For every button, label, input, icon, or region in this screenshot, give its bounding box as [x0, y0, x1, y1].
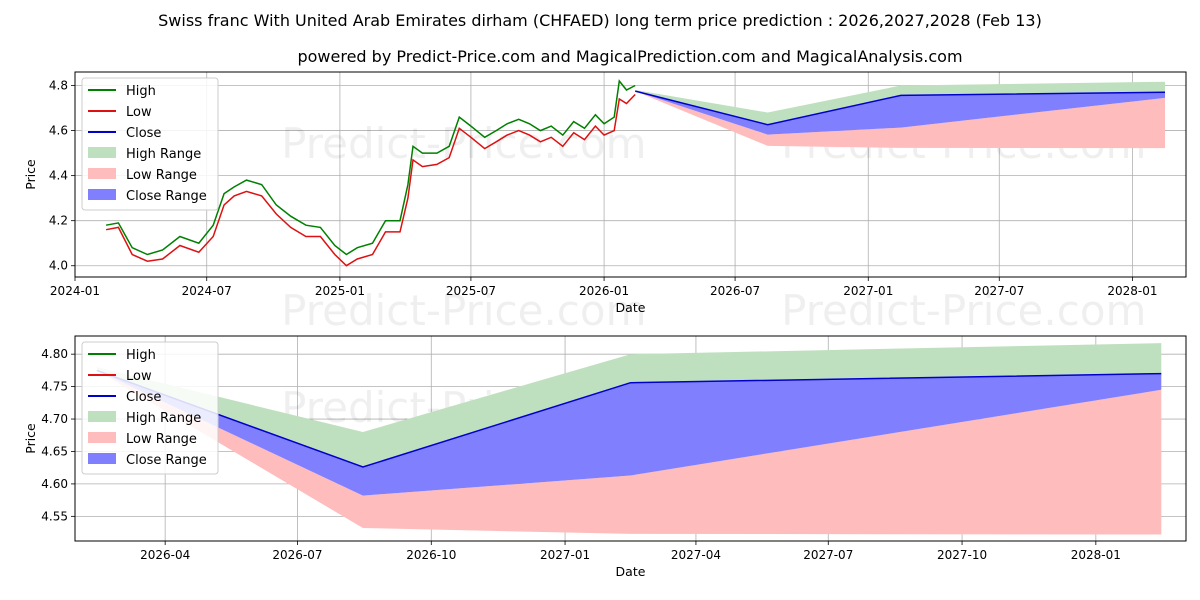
plot-frame: [74, 71, 1187, 278]
x-tick-label: 2027-01: [843, 284, 893, 298]
x-tick-label: 2026-01: [579, 284, 629, 298]
x-tick-label: 2027-07: [974, 284, 1024, 298]
legend-high-range-label: High Range: [126, 411, 201, 426]
legend-close-label: Close: [126, 390, 161, 405]
x-tick-label: 2026-04: [140, 548, 190, 562]
plot-frame: [74, 335, 1187, 542]
x-tick-label: 2026-07: [272, 548, 322, 562]
x-tick-label: 2028-01: [1071, 548, 1121, 562]
x-tick-label: 2026-07: [710, 284, 760, 298]
x-tick-label: 2024-07: [182, 284, 232, 298]
legend-low-range-swatch: [88, 168, 116, 179]
y-tick-label: 4.6: [49, 124, 68, 138]
y-tick-label: 4.55: [41, 509, 68, 523]
close-series-line: [635, 90, 1166, 126]
legend-close-range-label: Close Range: [126, 189, 207, 204]
y-tick-label: 4.0: [49, 259, 68, 273]
legend-low-range-swatch: [88, 432, 116, 443]
y-tick-label: 4.75: [41, 380, 68, 394]
legend-high-range-swatch: [88, 411, 116, 422]
high-series-line: [105, 79, 636, 256]
chart-title: Swiss franc With United Arab Emirates di…: [158, 11, 1042, 30]
close-range-area: [96, 370, 1162, 496]
y-tick-label: 4.65: [41, 444, 68, 458]
x-tick-label: 2027-07: [803, 548, 853, 562]
x-tick-label: 2027-04: [671, 548, 721, 562]
x-tick-label: 2027-01: [540, 548, 590, 562]
legend-low-label: Low: [126, 369, 152, 384]
x-axis-label: Date: [616, 300, 646, 315]
y-tick-label: 4.80: [41, 347, 68, 361]
x-tick-label: 2024-01: [50, 284, 100, 298]
bottom-panel: 2026-04 2026-07 2026-10 2027-01 2027-04 2027-…: [23, 335, 1187, 579]
low-range-area: [635, 91, 1165, 149]
y-axis-label: Price: [23, 423, 38, 454]
legend-close-label: Close: [126, 126, 161, 141]
chart-subtitle: powered by Predict-Price.com and Magical…: [297, 47, 962, 66]
x-axis-label: Date: [616, 564, 646, 579]
legend-low-range-label: Low Range: [126, 168, 197, 183]
high-range-area: [635, 81, 1165, 125]
legend-high-label: High: [126, 348, 156, 363]
x-tick-label: 2026-10: [406, 548, 456, 562]
x-tick-label: 2025-01: [315, 284, 365, 298]
low-range-area: [96, 370, 1162, 535]
legend-close-range-swatch: [88, 453, 116, 464]
top-panel: 2024-01 2024-07 2025-01 2025-07 2026-01 2026-…: [23, 71, 1187, 335]
legend-high-label: High: [126, 84, 156, 99]
x-tick-label: 2025-07: [446, 284, 496, 298]
y-tick-label: 4.2: [49, 214, 68, 228]
x-tick-label: 2027-10: [937, 548, 987, 562]
close-series-line: [96, 369, 1162, 468]
low-series-line: [105, 93, 636, 267]
legend-low-label: Low: [126, 105, 152, 120]
legend-low-range-label: Low Range: [126, 432, 197, 447]
watermark-text: Predict-Price.com: [281, 119, 646, 168]
close-range-area: [635, 91, 1165, 135]
y-axis-label: Price: [23, 159, 38, 190]
y-tick-label: 4.70: [41, 412, 68, 426]
legend-close-range-label: Close Range: [126, 453, 207, 468]
legend-high-range-swatch: [88, 147, 116, 158]
y-tick-label: 4.60: [41, 477, 68, 491]
y-tick-label: 4.8: [49, 79, 68, 93]
watermark-text: Predict-Price.com: [281, 286, 646, 335]
high-range-area: [96, 343, 1162, 467]
legend-high-range-label: High Range: [126, 147, 201, 162]
y-tick-label: 4.4: [49, 169, 68, 183]
legend-close-range-swatch: [88, 189, 116, 200]
x-tick-label: 2028-01: [1107, 284, 1157, 298]
watermark-text: Predict-Price.com: [781, 286, 1146, 335]
